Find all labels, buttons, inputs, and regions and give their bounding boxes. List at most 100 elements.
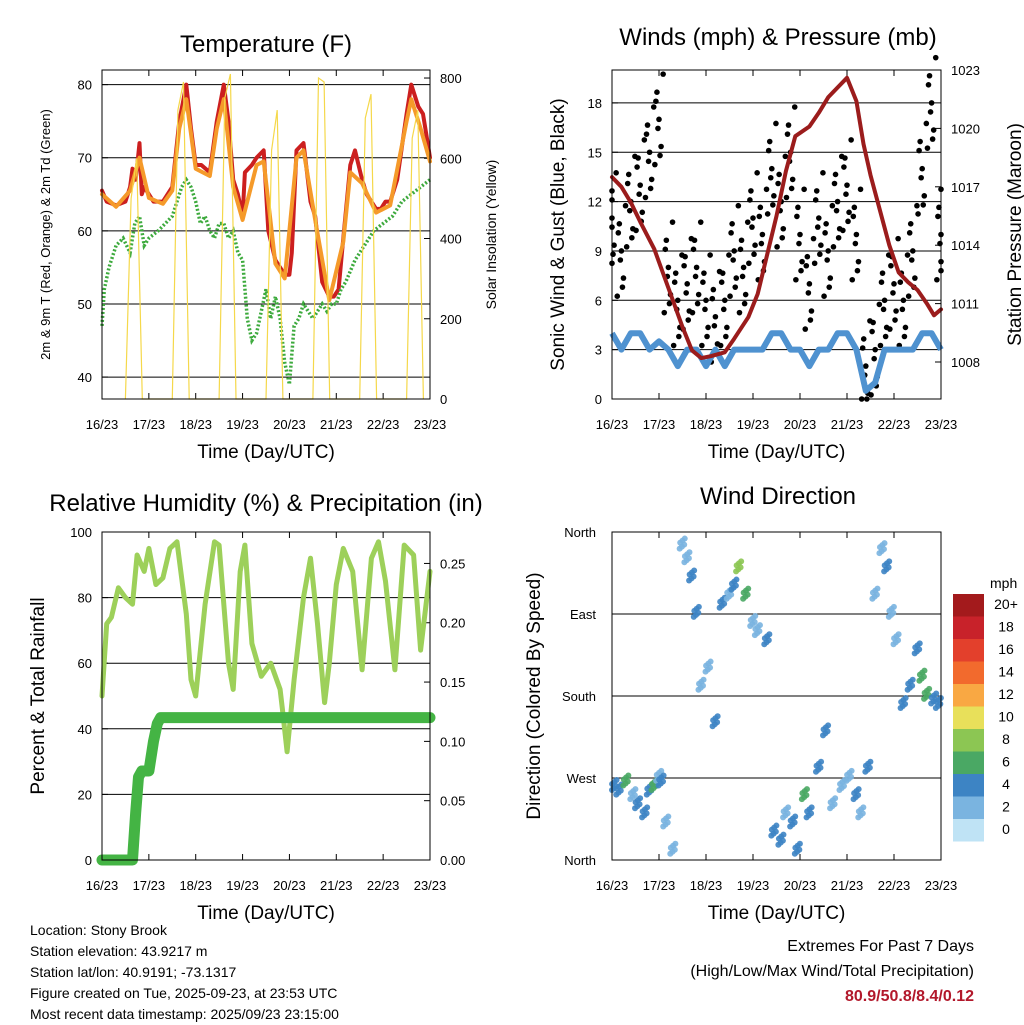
wind-direction-point	[895, 631, 902, 638]
temperature-y2tick-label: 200	[440, 312, 462, 327]
gust-point	[703, 297, 709, 304]
gust-point	[776, 171, 782, 178]
gust-point	[871, 355, 877, 362]
gust-point	[770, 202, 776, 208]
station-pressure-line	[610, 75, 943, 361]
colorbar-swatch	[953, 594, 984, 617]
winds-xtick-label: 20/23	[784, 417, 817, 432]
temperature-xtick-label: 16/23	[86, 417, 119, 432]
gust-point	[623, 244, 630, 250]
gust-point	[908, 257, 915, 263]
wind-direction-point	[818, 758, 825, 765]
gust-point	[780, 225, 787, 232]
winds-y2tick-label: 1011	[951, 297, 979, 312]
winds-y2label: Station Pressure (Maroon)	[1005, 123, 1024, 346]
gust-point	[757, 204, 764, 211]
gust-point	[849, 276, 856, 283]
gust-point	[799, 258, 805, 265]
gust-point	[625, 171, 632, 178]
gust-point	[912, 275, 918, 281]
humidity-xtick-label: 18/23	[179, 878, 212, 893]
gust-point	[841, 164, 847, 170]
wind-direction-point	[681, 535, 688, 542]
gust-point	[735, 202, 742, 209]
winds-frame	[611, 69, 942, 400]
colorbar-swatch	[953, 684, 984, 707]
temperature-xtick-label: 23/23	[414, 417, 447, 432]
gust-point	[722, 297, 728, 304]
gust-point	[739, 273, 746, 280]
gust-point	[670, 342, 677, 349]
colorbar-label: 10	[998, 709, 1014, 725]
wind-direction-point	[658, 767, 665, 774]
colorbar-swatch	[953, 774, 984, 797]
gust-point	[717, 342, 724, 349]
humidity-ytick-label: 0	[85, 853, 92, 868]
wind-direction-point	[665, 813, 672, 820]
created-text: Figure created on Tue, 2025-09-23, at 23…	[30, 985, 338, 1001]
winds-xtick-label: 16/23	[596, 417, 629, 432]
gust-point	[697, 219, 704, 225]
gust-point	[902, 324, 909, 331]
gust-point	[877, 342, 884, 349]
gust-point	[709, 295, 716, 302]
winds-ytick-label: 0	[595, 392, 602, 407]
colorbar-swatch	[953, 729, 984, 752]
elevation-text: Station elevation: 43.9217 m	[30, 943, 208, 959]
wind-direction-point	[867, 758, 874, 765]
gust-point	[860, 336, 867, 342]
2m-td-line	[100, 176, 432, 385]
gust-point	[689, 309, 696, 316]
gust-point	[844, 182, 850, 188]
gust-point	[805, 290, 812, 296]
gust-point	[747, 197, 753, 203]
gust-point	[690, 246, 697, 253]
extremes-subtitle: (High/Low/Max Wind/Total Precipitation)	[690, 963, 974, 980]
gust-point	[741, 300, 748, 307]
gust-point	[737, 246, 744, 253]
gust-point	[769, 165, 775, 172]
colorbar-label: 20+	[994, 596, 1018, 612]
gust-point	[811, 260, 818, 267]
gust-point	[692, 273, 699, 280]
gust-point	[620, 275, 627, 281]
colorbar-unit: mph	[990, 575, 1017, 591]
temperature-xtick-label: 19/23	[226, 417, 259, 432]
gust-point	[855, 258, 862, 265]
temperature-xtick-label: 20/23	[273, 417, 306, 432]
gust-point	[662, 246, 669, 253]
gust-point	[666, 300, 673, 307]
gust-point	[663, 237, 670, 244]
gust-point	[853, 231, 860, 238]
gust-point	[719, 270, 726, 276]
wind_direction-xtick-label: 19/23	[737, 878, 770, 893]
temperature-y2tick-label: 800	[440, 71, 462, 86]
9m-t-line	[100, 97, 432, 303]
recent-text: Most recent data timestamp: 2025/09/23 2…	[30, 1006, 339, 1022]
wind-direction-point	[825, 722, 832, 729]
temperature-ytick-label: 40	[78, 370, 92, 385]
gust-point	[647, 185, 654, 192]
winds-xtick-label: 22/23	[878, 417, 911, 432]
temperature-y2tick-label: 400	[440, 232, 462, 247]
colorbar-label: 4	[1002, 776, 1010, 792]
wind-direction-point	[660, 772, 667, 779]
temperature-xtick-label: 21/23	[320, 417, 353, 432]
gust-point	[685, 317, 692, 323]
gust-point	[650, 104, 657, 110]
gust-point	[767, 174, 774, 181]
gust-point	[653, 98, 659, 105]
gust-point	[615, 230, 622, 236]
gust-point	[880, 306, 887, 313]
gust-point	[736, 309, 743, 316]
gust-point	[857, 186, 864, 193]
gust-point	[824, 257, 830, 263]
winds-xlabel: Time (Day/UTC)	[708, 442, 846, 463]
gust-point	[712, 313, 719, 320]
gust-point	[915, 211, 921, 217]
gust-point	[835, 234, 842, 241]
gust-point	[929, 136, 936, 142]
temperature-ytick-label: 50	[78, 297, 92, 312]
gust-point	[751, 251, 757, 258]
gust-point	[619, 284, 626, 290]
